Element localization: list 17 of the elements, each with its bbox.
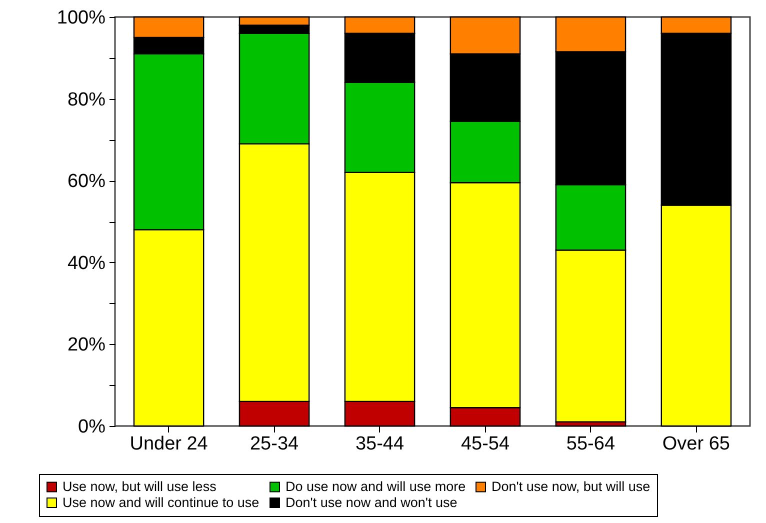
- x-tick-label: 25-34: [250, 434, 299, 454]
- legend-label: Do use now and will use more: [286, 479, 466, 494]
- legend-label: Use now, but will use less: [62, 479, 217, 494]
- x-tick-label: Over 65: [662, 434, 730, 454]
- y-tick-label: 20%: [67, 334, 106, 356]
- x-tick-label: Under 24: [130, 434, 208, 454]
- x-tick-label: 35-44: [355, 434, 404, 454]
- legend-label: Use now and will continue to use: [62, 494, 260, 510]
- legend-label: Don't use now and won't use: [286, 494, 458, 510]
- legend-label: Don't use now, but will use: [492, 479, 650, 494]
- x-tick-label: 55-64: [566, 434, 616, 454]
- y-tick-label: 100%: [56, 8, 106, 28]
- y-tick-label: 60%: [67, 171, 106, 192]
- y-tick-label: 0%: [78, 416, 106, 438]
- y-tick-label: 40%: [67, 252, 106, 274]
- y-tick-label: 80%: [67, 89, 106, 110]
- x-tick-label: 45-54: [460, 434, 510, 454]
